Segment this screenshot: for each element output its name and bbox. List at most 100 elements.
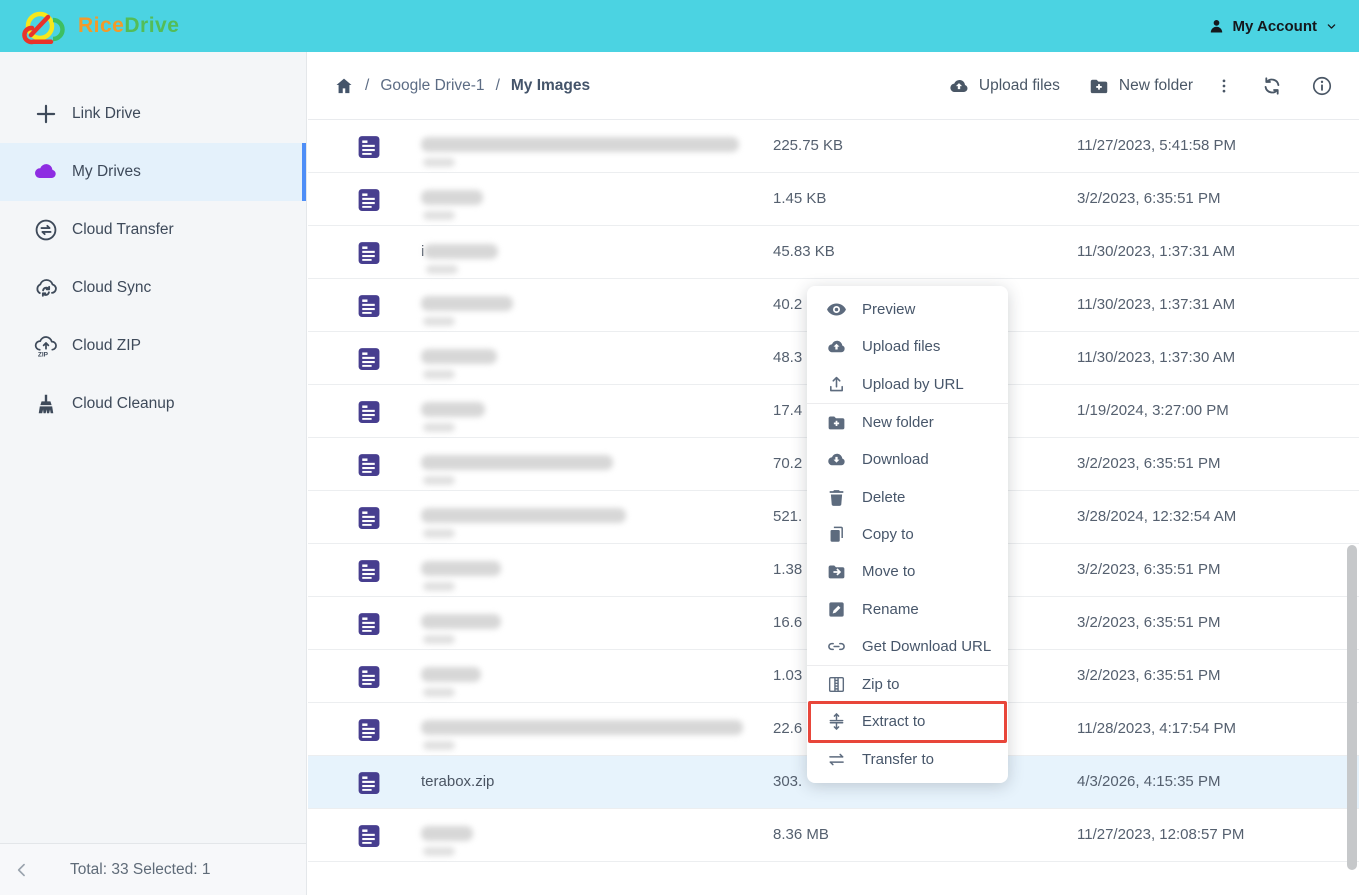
context-menu-item-get-download-url[interactable]: Get Download URL — [807, 628, 1008, 665]
breadcrumb: / Google Drive-1 / My Images — [334, 76, 590, 96]
cloud-sync-icon — [33, 275, 59, 301]
file-icon — [356, 346, 381, 371]
context-menu-item-upload-files[interactable]: Upload files — [807, 328, 1008, 365]
refresh-button[interactable] — [1261, 75, 1283, 97]
file-size: 45.83 KB — [773, 243, 835, 260]
cloud-icon — [33, 159, 59, 185]
file-size: 1.38 — [773, 561, 803, 578]
file-modified-date: 3/2/2023, 6:35:51 PM — [1077, 455, 1221, 472]
breadcrumb-item-drive[interactable]: Google Drive-1 — [380, 76, 485, 94]
sidebar-item-label: Cloud Sync — [72, 279, 152, 296]
file-size: 16.6 — [773, 614, 803, 631]
context-menu-item-label: Preview — [862, 301, 916, 319]
sidebar-item-label: Cloud ZIP — [72, 337, 141, 354]
my-account-menu[interactable]: My Account — [1207, 17, 1339, 36]
sidebar-item-cloud-zip[interactable]: Cloud ZIP — [0, 317, 306, 375]
file-name — [421, 296, 513, 326]
table-row[interactable]: 8.36 MB 11/27/2023, 12:08:57 PM — [308, 809, 1359, 862]
upload-files-button[interactable]: Upload files — [948, 75, 1060, 97]
context-menu-item-label: Download — [862, 451, 929, 469]
table-row[interactable]: 225.75 KB 11/27/2023, 5:41:58 PM — [308, 120, 1359, 173]
file-modified-date: 3/28/2024, 12:32:54 AM — [1077, 508, 1237, 525]
context-menu-item-new-folder[interactable]: New folder — [807, 404, 1008, 441]
info-button[interactable] — [1311, 75, 1333, 97]
total-selected-status: Total: 33 Selected: 1 — [70, 860, 211, 878]
vertical-scrollbar[interactable] — [1347, 545, 1357, 870]
file-size: 70.2 — [773, 455, 803, 472]
context-menu-item-delete[interactable]: Delete — [807, 478, 1008, 515]
rename-icon — [826, 599, 847, 620]
plus-icon — [33, 101, 59, 127]
new-folder-button[interactable]: New folder — [1088, 75, 1193, 97]
context-menu-item-label: Extract to — [862, 713, 926, 731]
sidebar: Link Drive My Drives Cloud Transfer Clou… — [0, 52, 307, 895]
table-row[interactable]: 1.45 KB 3/2/2023, 6:35:51 PM — [308, 173, 1359, 226]
sidebar-item-cloud-transfer[interactable]: Cloud Transfer — [0, 201, 306, 259]
person-icon — [1207, 17, 1226, 36]
cloud-upload-icon — [948, 75, 970, 97]
file-icon — [356, 505, 381, 530]
breadcrumb-item-folder[interactable]: My Images — [510, 76, 591, 94]
file-name — [421, 826, 473, 856]
context-menu-divider — [807, 402, 1008, 404]
file-modified-date: 3/2/2023, 6:35:51 PM — [1077, 561, 1221, 578]
sidebar-nav: Link Drive My Drives Cloud Transfer Clou… — [0, 52, 306, 433]
new-folder-label: New folder — [1118, 76, 1193, 94]
context-menu-item-label: Delete — [862, 488, 906, 506]
file-modified-date: 3/2/2023, 6:35:51 PM — [1077, 190, 1221, 207]
sidebar-item-cloud-sync[interactable]: Cloud Sync — [0, 259, 306, 317]
file-size: 303. — [773, 773, 803, 790]
upload-files-label: Upload files — [978, 76, 1060, 94]
file-icon — [356, 664, 381, 689]
context-menu-item-extract-to[interactable]: Extract to — [807, 701, 1008, 743]
context-menu-item-download[interactable]: Download — [807, 441, 1008, 478]
context-menu-item-copy-to[interactable]: Copy to — [807, 516, 1008, 553]
context-menu-item-rename[interactable]: Rename — [807, 590, 1008, 627]
file-name — [421, 508, 626, 538]
cloud-up-icon — [826, 336, 847, 357]
sidebar-item-cloud-cleanup[interactable]: Cloud Cleanup — [0, 375, 306, 433]
file-size: 8.36 MB — [773, 826, 829, 843]
file-size: 225.75 KB — [773, 137, 844, 154]
file-name — [421, 720, 743, 750]
context-menu-item-zip-to[interactable]: Zip to — [807, 666, 1008, 703]
info-icon — [1311, 75, 1333, 97]
trash-icon — [826, 487, 847, 508]
home-icon[interactable] — [334, 76, 354, 96]
broom-icon — [33, 391, 59, 417]
file-icon — [356, 823, 381, 848]
extract-icon — [826, 711, 847, 732]
refresh-icon — [1261, 75, 1283, 97]
kebab-menu-icon — [1215, 75, 1233, 97]
file-size: 40.2 — [773, 296, 803, 313]
folder-plus-icon — [1088, 75, 1110, 97]
file-icon — [356, 240, 381, 265]
zip-icon — [826, 674, 847, 695]
brand-name: RiceDrive — [78, 14, 180, 37]
sidebar-item-link-drive[interactable]: Link Drive — [0, 85, 306, 143]
file-size: 1.03 — [773, 667, 803, 684]
chevron-down-icon — [1324, 19, 1339, 34]
context-menu-item-move-to[interactable]: Move to — [807, 553, 1008, 590]
sidebar-item-my-drives[interactable]: My Drives — [0, 143, 306, 201]
folder-plus-icon — [826, 412, 847, 433]
upload-icon — [826, 374, 847, 395]
context-menu-item-transfer-to[interactable]: Transfer to — [807, 741, 1008, 778]
sidebar-item-label: My Drives — [72, 163, 141, 180]
more-options-button[interactable] — [1215, 75, 1233, 97]
copy-icon — [826, 524, 847, 545]
table-row[interactable]: i 45.83 KB 11/30/2023, 1:37:31 AM — [308, 226, 1359, 279]
breadcrumb-separator: / — [495, 76, 500, 94]
sidebar-item-label: Link Drive — [72, 105, 141, 122]
file-size: 1.45 KB — [773, 190, 827, 207]
context-menu-item-preview[interactable]: Preview — [807, 291, 1008, 328]
context-menu-item-upload-by-url[interactable]: Upload by URL — [807, 366, 1008, 403]
file-modified-date: 11/27/2023, 12:08:57 PM — [1077, 826, 1245, 843]
move-icon — [826, 561, 847, 582]
file-name: i — [421, 243, 499, 274]
context-menu-item-label: Copy to — [862, 525, 914, 543]
file-name — [421, 190, 483, 220]
file-icon — [356, 293, 381, 318]
brand-logo[interactable]: RiceDrive — [20, 6, 179, 46]
chevron-left-icon[interactable] — [12, 860, 32, 880]
